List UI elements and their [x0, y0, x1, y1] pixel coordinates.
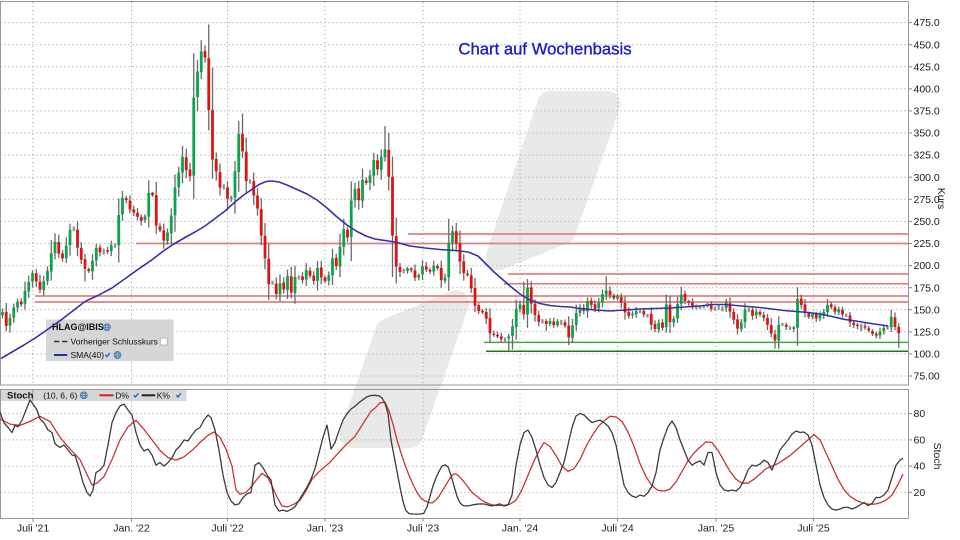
svg-text:40: 40 [914, 461, 926, 473]
svg-text:450.0: 450.0 [914, 39, 940, 51]
svg-text:K%: K% [157, 391, 171, 401]
svg-text:300.0: 300.0 [914, 172, 940, 184]
svg-text:Juli '23: Juli '23 [407, 523, 440, 535]
svg-text:175.0: 175.0 [914, 282, 940, 294]
svg-text:Jan. '22: Jan. '22 [113, 523, 150, 535]
svg-text:Chart auf Wochenbasis: Chart auf Wochenbasis [458, 40, 631, 59]
svg-text:Juli '22: Juli '22 [211, 523, 244, 535]
svg-text:225.0: 225.0 [914, 238, 940, 250]
svg-text:20: 20 [914, 487, 926, 499]
svg-text:60: 60 [914, 435, 926, 447]
svg-text:Jan. '23: Jan. '23 [307, 523, 344, 535]
svg-text:(10, 6, 6): (10, 6, 6) [43, 391, 77, 401]
svg-text:Jan. '24: Jan. '24 [502, 523, 539, 535]
svg-text:Juli '21: Juli '21 [17, 523, 50, 535]
svg-text:80: 80 [914, 408, 926, 420]
svg-text:SMA(40): SMA(40) [71, 350, 105, 360]
svg-text:150.0: 150.0 [914, 304, 940, 316]
svg-text:475.0: 475.0 [914, 17, 940, 29]
svg-text:D%: D% [115, 391, 129, 401]
svg-text:Kurs: Kurs [935, 188, 947, 210]
svg-text:Jan. '25: Jan. '25 [698, 523, 735, 535]
svg-text:Stoch: Stoch [931, 443, 943, 470]
svg-text:375.0: 375.0 [914, 106, 940, 118]
svg-text:250.0: 250.0 [914, 216, 940, 228]
svg-text:100.0: 100.0 [914, 349, 940, 361]
svg-text:125.0: 125.0 [914, 326, 940, 338]
svg-text:Vorheriger Schlusskurs: Vorheriger Schlusskurs [71, 337, 158, 347]
svg-text:Stoch: Stoch [7, 391, 34, 402]
svg-text:Juli '25: Juli '25 [797, 523, 830, 535]
svg-text:200.0: 200.0 [914, 260, 940, 272]
svg-text:275.0: 275.0 [914, 194, 940, 206]
svg-text:HLAG@IBIS: HLAG@IBIS [52, 322, 104, 332]
svg-text:325.0: 325.0 [914, 150, 940, 162]
svg-text:400.0: 400.0 [914, 84, 940, 96]
svg-text:425.0: 425.0 [914, 61, 940, 73]
svg-text:Juli '24: Juli '24 [601, 523, 634, 535]
svg-text:75.00: 75.00 [914, 371, 940, 383]
svg-text:350.0: 350.0 [914, 128, 940, 140]
